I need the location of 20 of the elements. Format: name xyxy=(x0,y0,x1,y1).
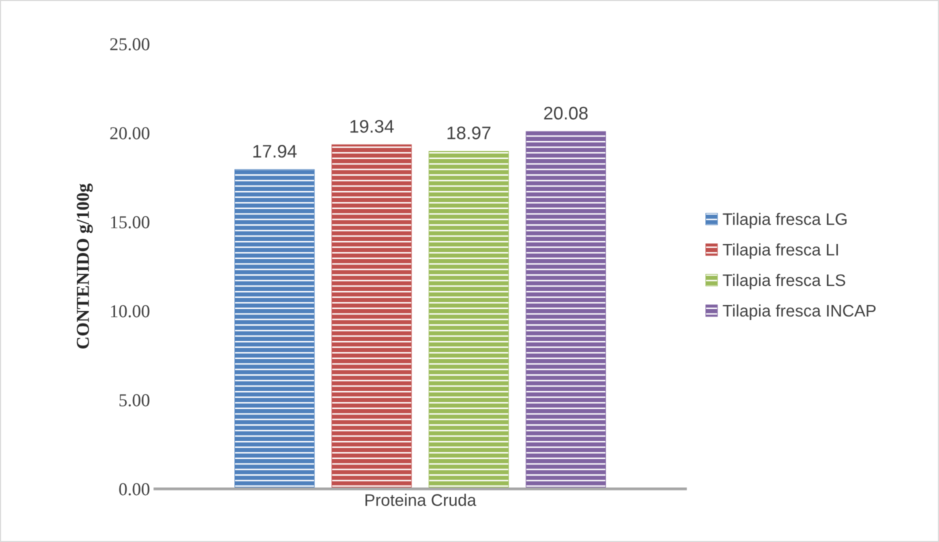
y-tick-label: 25.00 xyxy=(110,38,150,50)
legend-label: Tilapia fresca LS xyxy=(722,274,846,290)
data-label: 17.94 xyxy=(253,144,297,158)
data-label: 19.34 xyxy=(350,120,394,133)
x-tick-label: Proteina Cruda xyxy=(366,494,476,506)
y-tick-label: 0.00 xyxy=(119,483,150,496)
data-label: 20.08 xyxy=(544,106,588,120)
y-tick-label: 10.00 xyxy=(111,305,150,318)
y-tick-label: 20.00 xyxy=(110,127,150,140)
bar xyxy=(526,131,606,489)
legend-label: Tilapia fresca LG xyxy=(722,212,847,228)
bar xyxy=(428,150,509,489)
y-tick-label: 5.00 xyxy=(120,394,150,406)
bar xyxy=(332,144,412,489)
legend-label: Tilapia fresca INCAP xyxy=(722,304,876,320)
legend-label: Tilapia fresca LI xyxy=(722,243,838,259)
bar xyxy=(234,169,315,489)
y-axis-title: CONTENIDO g/100g xyxy=(76,184,93,349)
y-tick-label: 15.00 xyxy=(111,216,150,228)
data-label: 18.97 xyxy=(448,126,490,140)
